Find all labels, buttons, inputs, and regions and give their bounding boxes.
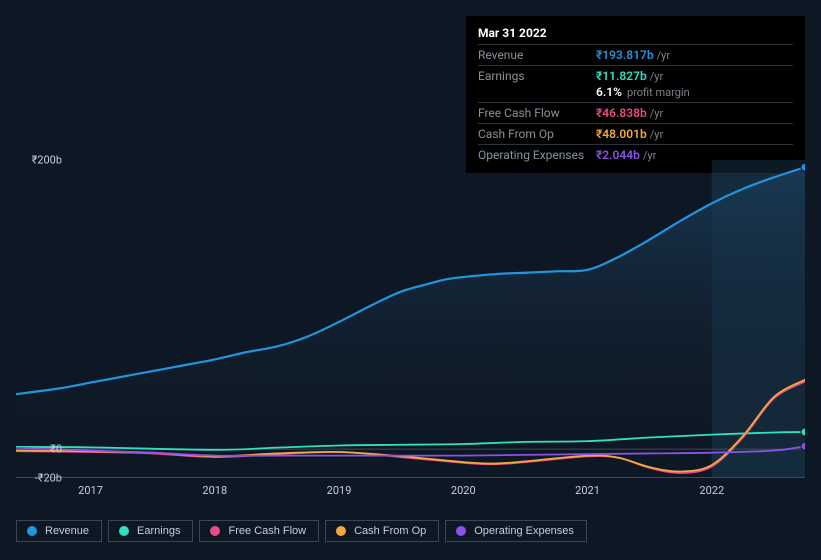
y-axis-label: -₹20b [35,472,62,485]
x-axis-label: 2017 [78,484,103,497]
x-axis-label: 2021 [575,484,600,497]
tooltip-row-amount: ₹193.817b [596,48,654,62]
y-axis-label: ₹0 [50,443,62,456]
legend-item-operating-expenses[interactable]: Operating Expenses [445,520,587,542]
tooltip-row: Cash From Op₹48.001b/yr [478,123,793,144]
tooltip-row-amount: ₹11.827b [596,69,647,83]
tooltip-row-label: Cash From Op [478,127,596,141]
tooltip-row-suffix: /yr [650,128,663,141]
x-axis-label: 2019 [327,484,352,497]
x-axis-label: 2020 [451,484,476,497]
legend-item-label: Operating Expenses [474,525,574,537]
tooltip-extra-text: profit margin [627,86,690,99]
tooltip-row: Earnings₹11.827b/yr 6.1% profit margin [478,65,793,102]
x-axis-label: 2022 [699,484,724,497]
tooltip-row-amount: ₹46.838b [596,106,647,120]
legend-item-label: Revenue [45,525,89,537]
x-axis-label: 2018 [202,484,227,497]
legend-item-cash-from-op[interactable]: Cash From Op [325,520,439,542]
tooltip-extra-pct: 6.1% [596,85,622,99]
legend-item-revenue[interactable]: Revenue [16,520,102,542]
y-axis-label: ₹200b [32,154,62,167]
legend-item-label: Earnings [137,525,180,537]
legend-dot-icon [336,526,346,536]
legend: Revenue Earnings Free Cash Flow Cash From O… [16,520,587,542]
tooltip-row-label: Earnings [478,69,596,99]
tooltip-row-suffix: /yr [650,70,663,83]
legend-item-label: Free Cash Flow [228,525,306,537]
tooltip-date: Mar 31 2022 [478,26,793,44]
series-end-marker-earnings [801,428,805,436]
tooltip-row-suffix: /yr [657,49,670,62]
legend-dot-icon [210,526,220,536]
tooltip-row-amount: ₹48.001b [596,127,647,141]
chart-area[interactable]: ₹200b₹0-₹20b201720182019202020212022 [16,160,805,478]
legend-dot-icon [456,526,466,536]
tooltip-row-suffix: /yr [650,107,663,120]
legend-item-label: Cash From Op [354,525,426,537]
tooltip-row: Free Cash Flow₹46.838b/yr [478,102,793,123]
legend-dot-icon [119,526,129,536]
tooltip-panel: Mar 31 2022 Revenue₹193.817b/yrEarnings₹… [466,16,805,173]
tooltip-row-label: Free Cash Flow [478,106,596,120]
tooltip-row: Revenue₹193.817b/yr [478,44,793,65]
series-end-marker-operating-expenses [801,442,805,450]
series-end-marker-revenue [801,163,805,171]
chart-svg [16,160,805,478]
legend-dot-icon [27,526,37,536]
tooltip-row-label: Revenue [478,48,596,62]
legend-item-earnings[interactable]: Earnings [108,520,193,542]
legend-item-free-cash-flow[interactable]: Free Cash Flow [199,520,319,542]
